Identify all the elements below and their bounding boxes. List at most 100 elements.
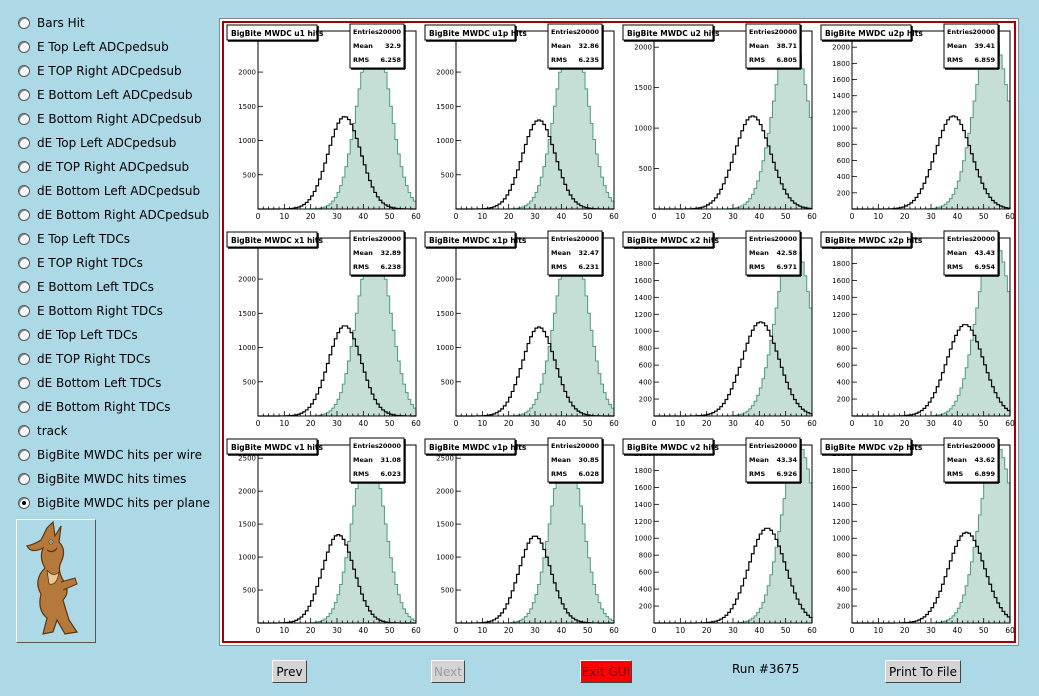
y-tick-label: 800 bbox=[837, 141, 850, 149]
radio-unchecked-icon[interactable] bbox=[18, 473, 30, 485]
radio-unchecked-icon[interactable] bbox=[18, 137, 30, 149]
y-tick-label: 1000 bbox=[634, 535, 652, 543]
radio-unchecked-icon[interactable] bbox=[18, 425, 30, 437]
x-tick-label: 20 bbox=[702, 419, 712, 428]
radio-unchecked-icon[interactable] bbox=[18, 161, 30, 173]
y-tick-label: 1500 bbox=[634, 84, 652, 92]
x-tick-label: 10 bbox=[280, 419, 290, 428]
y-tick-label: 400 bbox=[639, 586, 652, 594]
radio-unchecked-icon[interactable] bbox=[18, 41, 30, 53]
y-tick-label: 1600 bbox=[634, 277, 652, 285]
x-tick-label: 50 bbox=[979, 626, 989, 635]
radio-unchecked-icon[interactable] bbox=[18, 449, 30, 461]
prev-button[interactable]: Prev bbox=[272, 660, 307, 683]
histogram-option-2[interactable]: E TOP Right ADCpedsub bbox=[18, 61, 182, 81]
histogram-option-label: E TOP Right TDCs bbox=[37, 256, 143, 270]
histogram-option-9[interactable]: E Top Left TDCs bbox=[18, 229, 130, 249]
x-tick-label: 20 bbox=[306, 212, 316, 221]
radio-unchecked-icon[interactable] bbox=[18, 17, 30, 29]
histogram-option-7[interactable]: dE Bottom Left ADCpedsub bbox=[18, 181, 200, 201]
histogram-option-14[interactable]: dE TOP Right TDCs bbox=[18, 349, 150, 369]
stats-label-rms: RMS bbox=[749, 56, 765, 64]
radio-unchecked-icon[interactable] bbox=[18, 353, 30, 365]
radio-unchecked-icon[interactable] bbox=[18, 377, 30, 389]
histogram-option-19[interactable]: BigBite MWDC hits times bbox=[18, 469, 186, 489]
next-button[interactable]: Next bbox=[431, 660, 465, 683]
x-tick-label: 0 bbox=[652, 626, 657, 635]
stats-label-entries: Entries bbox=[353, 235, 379, 243]
stats-value-mean: 31.08 bbox=[380, 456, 401, 464]
radio-unchecked-icon[interactable] bbox=[18, 65, 30, 77]
histogram-option-15[interactable]: dE Bottom Left TDCs bbox=[18, 373, 161, 393]
histogram-option-12[interactable]: E Bottom Right TDCs bbox=[18, 301, 163, 321]
radio-unchecked-icon[interactable] bbox=[18, 209, 30, 221]
x-tick-label: 10 bbox=[874, 419, 884, 428]
radio-unchecked-icon[interactable] bbox=[18, 257, 30, 269]
y-tick-label: 500 bbox=[243, 171, 256, 179]
histogram-option-label: E Bottom Right ADCpedsub bbox=[37, 112, 202, 126]
radio-unchecked-icon[interactable] bbox=[18, 113, 30, 125]
stats-label-entries: Entries bbox=[551, 28, 577, 36]
y-tick-label: 2000 bbox=[436, 69, 454, 77]
radio-unchecked-icon[interactable] bbox=[18, 233, 30, 245]
x-tick-label: 60 bbox=[1005, 626, 1015, 635]
radio-unchecked-icon[interactable] bbox=[18, 185, 30, 197]
histogram-option-label: BigBite MWDC hits times bbox=[37, 472, 187, 486]
x-tick-label: 40 bbox=[359, 212, 369, 221]
y-tick-label: 1000 bbox=[832, 535, 850, 543]
title-box-frame bbox=[820, 438, 912, 455]
stats-label-rms: RMS bbox=[551, 470, 567, 478]
stats-box: Entries 20000 Mean 32.89 RMS 6.238 bbox=[349, 230, 406, 277]
histogram-option-0[interactable]: Bars Hit bbox=[18, 13, 85, 33]
radio-unchecked-icon[interactable] bbox=[18, 329, 30, 341]
histogram-option-11[interactable]: E Bottom Left TDCs bbox=[18, 277, 154, 297]
histogram-option-6[interactable]: dE TOP Right ADCpedsub bbox=[18, 157, 189, 177]
x-tick-label: 0 bbox=[454, 419, 459, 428]
histogram-option-5[interactable]: dE Top Left ADCpedsub bbox=[18, 133, 176, 153]
x-tick-label: 10 bbox=[280, 212, 290, 221]
stats-value-entries: 20000 bbox=[378, 28, 401, 36]
y-tick-label: 1500 bbox=[238, 310, 256, 318]
y-tick-label: 1000 bbox=[238, 344, 256, 352]
stats-value-entries: 20000 bbox=[378, 442, 401, 450]
radio-unchecked-icon[interactable] bbox=[18, 89, 30, 101]
histogram-option-20[interactable]: BigBite MWDC hits per plane bbox=[18, 493, 210, 513]
histogram-canvas: 01020304050605001000150020002500BigBite … bbox=[219, 18, 1019, 646]
histogram-option-3[interactable]: E Bottom Left ADCpedsub bbox=[18, 85, 193, 105]
stats-value-mean: 32.47 bbox=[578, 249, 599, 257]
radio-checked-icon[interactable] bbox=[18, 497, 30, 509]
radio-unchecked-icon[interactable] bbox=[18, 281, 30, 293]
x-tick-label: 40 bbox=[557, 212, 567, 221]
y-tick-label: 800 bbox=[837, 552, 850, 560]
histogram-option-label: E Bottom Right TDCs bbox=[37, 304, 163, 318]
histogram-option-18[interactable]: BigBite MWDC hits per wire bbox=[18, 445, 202, 465]
histogram-option-10[interactable]: E TOP Right TDCs bbox=[18, 253, 143, 273]
stats-label-mean: Mean bbox=[947, 42, 967, 50]
x-tick-label: 20 bbox=[504, 419, 514, 428]
radio-unchecked-icon[interactable] bbox=[18, 401, 30, 413]
histogram-option-label: BigBite MWDC hits per wire bbox=[37, 448, 202, 462]
stats-box-frame bbox=[349, 230, 405, 276]
histogram-option-1[interactable]: E Top Left ADCpedsub bbox=[18, 37, 169, 57]
stats-value-rms: 6.859 bbox=[974, 56, 995, 64]
stats-value-rms: 6.235 bbox=[578, 56, 599, 64]
histogram-option-13[interactable]: dE Top Left TDCs bbox=[18, 325, 138, 345]
histogram-option-16[interactable]: dE Bottom Right TDCs bbox=[18, 397, 170, 417]
x-tick-label: 60 bbox=[411, 419, 421, 428]
histogram-option-8[interactable]: dE Bottom Right ADCpedsub bbox=[18, 205, 209, 225]
title-box-frame bbox=[226, 24, 318, 41]
histogram-option-label: dE Bottom Left ADCpedsub bbox=[37, 184, 201, 198]
histogram-selector-sidebar: Bars Hit E Top Left ADCpedsub E TOP Right … bbox=[0, 0, 215, 696]
x-tick-label: 40 bbox=[755, 419, 765, 428]
print-to-file-button[interactable]: Print To File bbox=[885, 660, 961, 683]
histogram-option-17[interactable]: track bbox=[18, 421, 68, 441]
y-tick-label: 1800 bbox=[832, 467, 850, 475]
stats-box: Entries 20000 Mean 43.62 RMS 6.899 bbox=[943, 437, 1000, 484]
radio-unchecked-icon[interactable] bbox=[18, 305, 30, 317]
stats-box-frame bbox=[943, 437, 999, 483]
exit-gui-button[interactable]: Exit GUI bbox=[580, 660, 632, 683]
y-tick-label: 1600 bbox=[634, 484, 652, 492]
y-tick-label: 500 bbox=[243, 587, 256, 595]
stats-box: Entries 20000 Mean 31.08 RMS 6.023 bbox=[349, 437, 406, 484]
histogram-option-4[interactable]: E Bottom Right ADCpedsub bbox=[18, 109, 202, 129]
